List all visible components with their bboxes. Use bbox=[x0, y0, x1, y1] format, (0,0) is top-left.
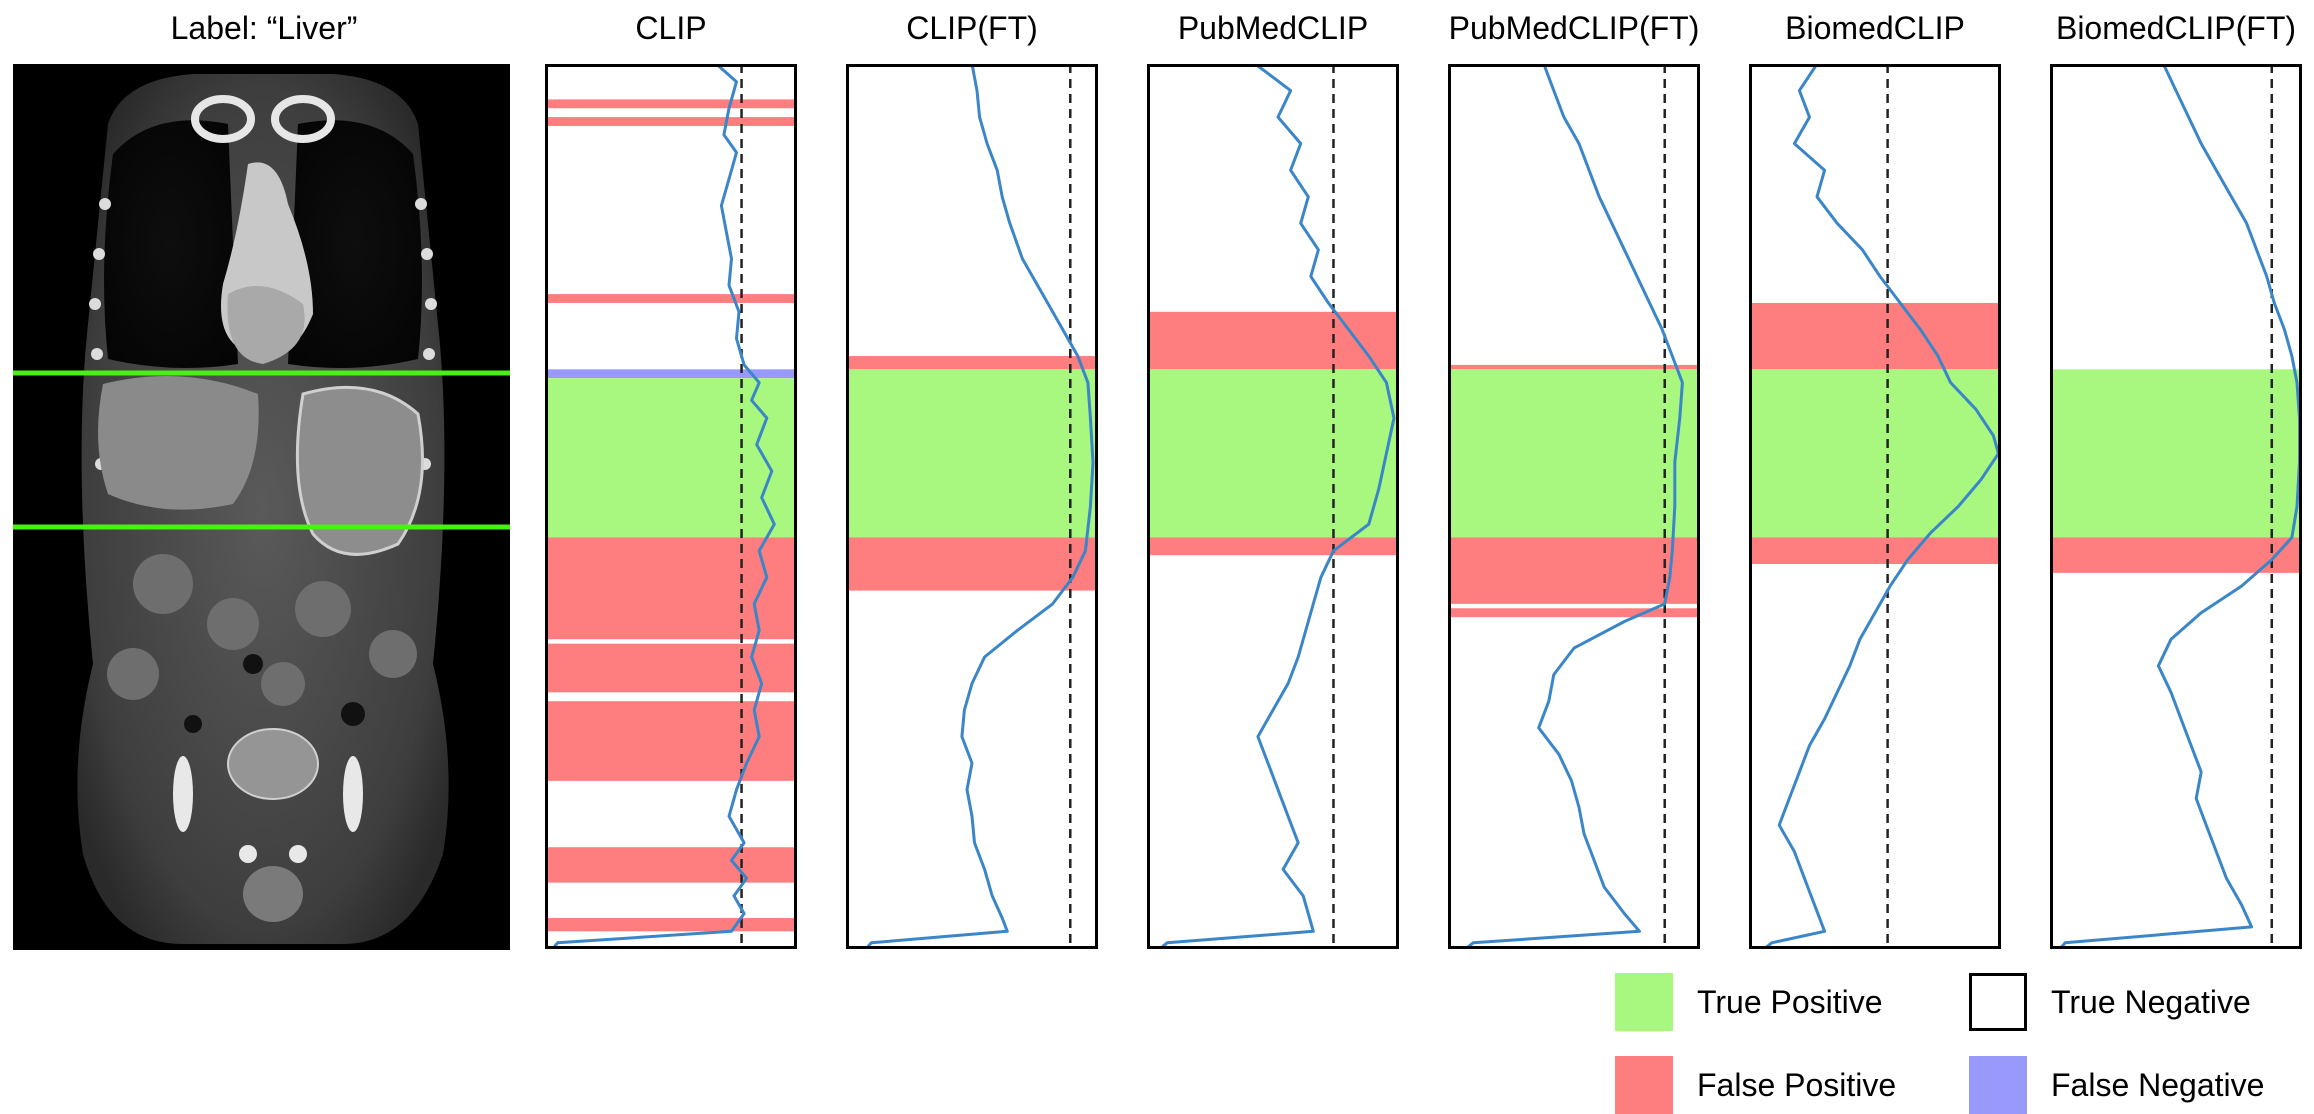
false-positive-band bbox=[545, 117, 797, 126]
false-positive-band bbox=[545, 918, 797, 932]
false-positive-band bbox=[545, 847, 797, 883]
true-positive-band bbox=[1147, 369, 1399, 538]
panel-4-chart bbox=[1448, 64, 1700, 949]
true-negative-label: True Negative bbox=[2051, 984, 2251, 1020]
similarity-curve bbox=[1464, 64, 1684, 949]
false-positive-band bbox=[846, 356, 1098, 370]
similarity-curve bbox=[865, 64, 1095, 949]
false-negative-label: False Negative bbox=[2051, 1067, 2265, 1103]
chart-frame bbox=[545, 64, 797, 949]
chart-frame bbox=[1749, 64, 2001, 949]
chart-frame bbox=[1448, 64, 1700, 949]
false-positive-band bbox=[2050, 537, 2302, 573]
similarity-curve bbox=[2058, 64, 2301, 949]
chart-title: BiomedCLIP(FT) bbox=[2055, 10, 2297, 46]
chart-title: CLIP bbox=[635, 10, 707, 46]
ct-scan-image bbox=[13, 64, 510, 950]
false-positive-band bbox=[1749, 302, 2001, 370]
true-positive-swatch bbox=[1615, 973, 1673, 1031]
panel-1-chart bbox=[545, 64, 797, 949]
similarity-curve bbox=[1763, 64, 2000, 949]
false-positive-label: False Positive bbox=[1697, 1067, 1897, 1103]
false-positive-band bbox=[1448, 364, 1700, 370]
false-positive-band bbox=[1749, 537, 2001, 565]
false-positive-band bbox=[1147, 311, 1399, 370]
chart-frame bbox=[846, 64, 1098, 949]
true-negative-swatch bbox=[1969, 973, 2027, 1031]
legend-false-negative: False Negative bbox=[1969, 1056, 2264, 1114]
scan-label: Label: “Liver” bbox=[170, 10, 358, 46]
false-negative-band bbox=[545, 369, 797, 379]
false-positive-band bbox=[545, 643, 797, 693]
panel-2-chart bbox=[846, 64, 1098, 949]
true-positive-band bbox=[1448, 369, 1700, 538]
similarity-curve bbox=[551, 64, 776, 949]
false-positive-band bbox=[1448, 537, 1700, 604]
false-positive-band bbox=[545, 294, 797, 303]
similarity-curve bbox=[1158, 64, 1396, 949]
true-positive-band bbox=[545, 378, 797, 538]
panel-3-chart bbox=[1147, 64, 1399, 949]
false-positive-band bbox=[1448, 608, 1700, 618]
legend-true-negative: True Negative bbox=[1969, 973, 2251, 1031]
false-positive-band bbox=[1147, 537, 1399, 556]
panel-5-chart bbox=[1749, 64, 2001, 949]
true-positive-band bbox=[846, 369, 1098, 538]
legend-true-positive: True Positive bbox=[1615, 973, 1883, 1031]
false-negative-swatch bbox=[1969, 1056, 2027, 1114]
legend-false-positive: False Positive bbox=[1615, 1056, 1896, 1114]
true-positive-label: True Positive bbox=[1697, 984, 1883, 1020]
false-positive-band bbox=[545, 537, 797, 640]
chart-title: PubMedCLIP(FT) bbox=[1448, 10, 1700, 46]
panel-6-chart bbox=[2050, 64, 2302, 949]
false-positive-swatch bbox=[1615, 1056, 1673, 1114]
chart-title: BiomedCLIP bbox=[1785, 10, 1965, 46]
chart-title: PubMedCLIP bbox=[1177, 10, 1369, 46]
true-positive-band bbox=[1749, 369, 2001, 538]
false-positive-band bbox=[545, 99, 797, 109]
true-positive-band bbox=[2050, 369, 2302, 538]
false-positive-band bbox=[846, 537, 1098, 591]
chart-frame bbox=[2050, 64, 2302, 949]
chart-title: CLIP(FT) bbox=[906, 10, 1038, 46]
chart-frame bbox=[1147, 64, 1399, 949]
false-positive-band bbox=[545, 701, 797, 781]
